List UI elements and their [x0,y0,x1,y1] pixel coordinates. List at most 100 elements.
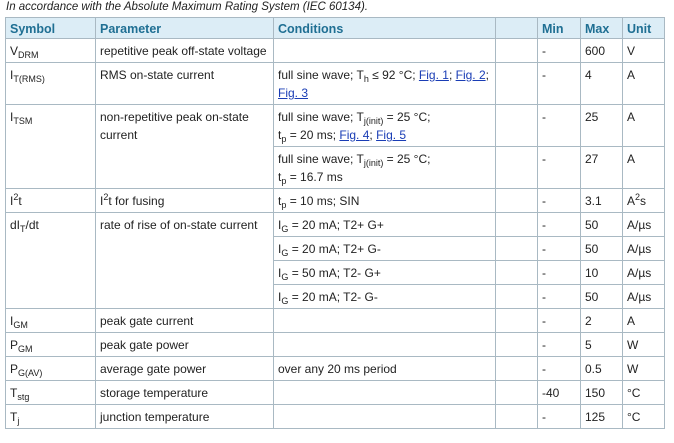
text: full sine wave; T [278,110,364,124]
text: t [278,128,282,142]
unit-cell: V [622,38,665,63]
blank-cell [495,260,538,285]
table-row: ITSM non-repetitive peak on-state current f… [5,104,665,189]
text: full sine wave; T [278,68,364,82]
parameter-cell: RMS on-state current [95,62,274,105]
subscript: stg [17,392,30,402]
symbol-cell: IGM [5,308,96,333]
blank-cell [495,188,538,213]
max-cell: 27 [580,146,623,189]
blank-cell [495,308,538,333]
table-row: PGM peak gate power -5 W [5,332,665,357]
blank-cell [495,404,538,429]
header-parameter: Parameter [95,17,274,39]
text: T [10,410,18,424]
parameter-cell: storage temperature [95,380,274,405]
parameter-cell: peak gate current [95,308,274,333]
parameter-cell: rate of rise of on-state current [95,212,274,309]
max-cell: 50 [580,212,623,237]
max-cell: 150 [580,380,623,405]
text: repetitive peak off-state voltage [100,44,267,58]
subscript: j [17,416,20,426]
table-row: IG = 50 mA; T2- G+ -10 A/µs [6,260,665,285]
unit-cell: A/µs [622,284,665,309]
text: I [278,218,282,232]
text: = 20 mA; T2- G- [288,290,378,304]
subscript: j(init) [363,116,384,126]
symbol-cell: Tj [5,404,96,429]
blank-cell [495,38,538,63]
text: storage temperature [100,386,209,400]
blank-cell [495,146,538,189]
subscript: G(AV) [18,368,43,378]
max-cell: 5 [580,332,623,357]
text: W [627,338,639,352]
text: junction temperature [100,410,210,424]
header-row: Symbol Parameter Conditions Min Max Unit [5,17,665,39]
symbol-cell: VDRM [5,38,96,63]
max-cell: 25 [580,104,623,147]
max-cell: 2 [580,308,623,333]
unit-cell: °C [622,380,665,405]
table-row: I2t I2t for fusing tp = 10 ms; SIN -3.1 A2s [5,188,665,213]
unit-cell: A/µs [622,260,665,285]
min-cell: - [537,38,581,63]
table-row: PG(AV) average gate power over any 20 ms p… [5,356,665,381]
text: ; [448,68,456,82]
min-cell: -40 [537,380,581,405]
max-cell: 600 [580,38,623,63]
blank-cell [495,104,538,147]
symbol-cell: PGM [5,332,96,357]
subscript: TSM [13,116,33,126]
figure-link[interactable]: Fig. 3 [278,86,309,100]
figure-link[interactable]: Fig. 5 [376,128,407,142]
text: A [627,152,636,166]
superscript: 2 [13,192,19,202]
header-min: Min [537,17,581,39]
subscript: p [281,176,287,186]
min-cell: - [537,356,581,381]
text: t for fusing [108,194,165,208]
subscript: G [281,224,289,234]
min-cell: - [537,188,581,213]
text: = 16.7 ms [286,170,343,184]
table-row: Tstg storage temperature -40 150 °C [5,380,665,405]
blank-cell [495,284,538,309]
header-max: Max [580,17,623,39]
text: rate of rise of on-state current [100,218,258,232]
table-row: IG = 20 mA; T2- G- -50 A/µs [6,284,665,309]
figure-link[interactable]: Fig. 1 [418,68,449,82]
blank-cell [495,62,538,105]
text: I [10,194,14,208]
unit-cell: W [622,332,665,357]
max-cell: 50 [580,284,623,309]
symbol-cell: PG(AV) [5,356,96,381]
blank-cell [495,356,538,381]
text: A [627,110,636,124]
min-cell: - [537,146,581,189]
text: t [278,170,282,184]
symbol-cell: I2t [5,188,96,213]
conditions-cell: IG = 50 mA; T2- G+ [273,260,496,285]
unit-cell: A2s [622,188,665,213]
max-cell: 125 [580,404,623,429]
text: non-repetitive peak on-state [100,110,249,124]
text: t [278,194,282,208]
text: = 25 °C; [383,152,431,166]
min-cell: - [537,332,581,357]
conditions-cell: full sine wave; Tj(init) = 25 °C; tp = 16… [273,146,496,189]
header-symbol: Symbol [5,17,96,39]
blank-cell [495,212,538,237]
text: I [278,266,282,280]
conditions-cell [273,404,496,429]
min-cell: - [537,104,581,147]
figure-link[interactable]: Fig. 4 [339,128,370,142]
text: ≤ 92 °C; [368,68,419,82]
figure-link[interactable]: Fig. 2 [455,68,486,82]
subscript: p [281,134,287,144]
subscript: T(RMS) [13,74,45,84]
max-cell: 50 [580,236,623,261]
text: over any 20 ms period [278,362,397,376]
text: = 20 mA; T2+ G- [288,242,381,256]
header-conditions: Conditions [273,17,496,39]
